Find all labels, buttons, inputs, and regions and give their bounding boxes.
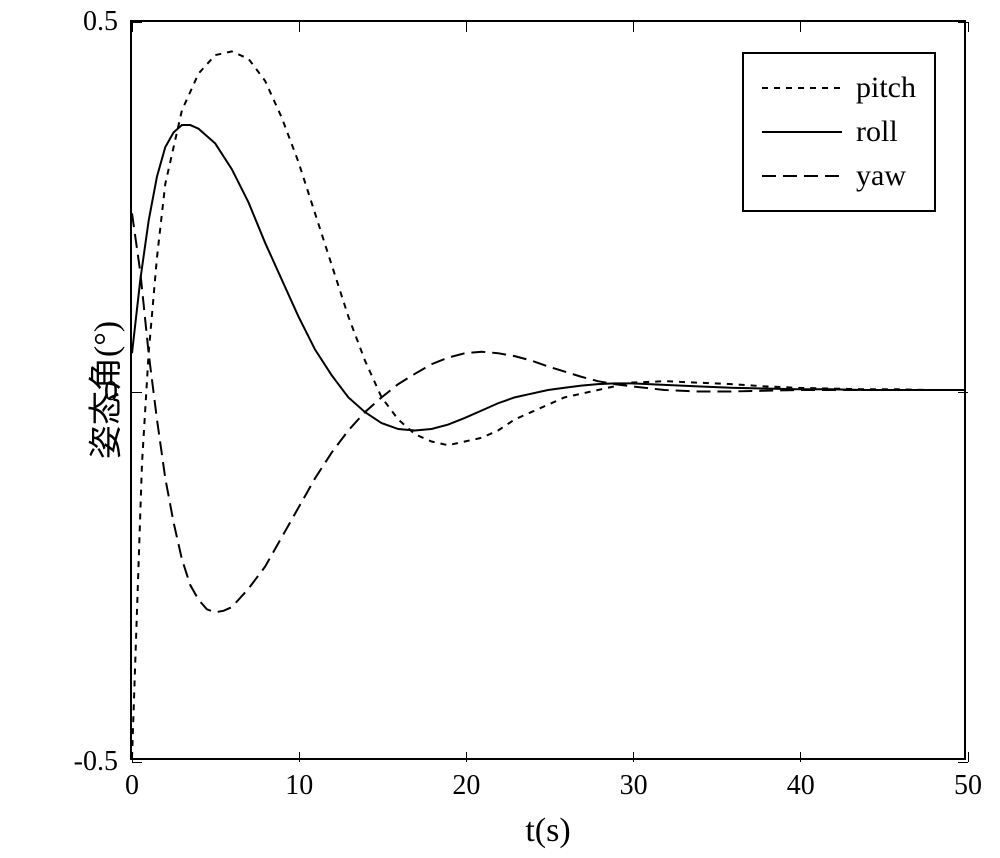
- x-tick: [132, 752, 133, 762]
- legend-swatch: [762, 120, 842, 144]
- attitude-chart: 姿态角(°) t(s) pitchrollyaw 01020304050-0.5…: [0, 0, 1000, 858]
- legend: pitch roll yaw: [742, 52, 936, 212]
- y-tick: [958, 762, 968, 763]
- x-tick: [132, 22, 133, 32]
- x-tick: [299, 752, 300, 762]
- legend-swatch: [762, 164, 842, 188]
- legend-row-roll: roll: [762, 110, 916, 154]
- x-tick-label: 50: [954, 770, 982, 802]
- x-tick: [633, 752, 634, 762]
- y-tick: [958, 392, 968, 393]
- y-tick: [132, 392, 142, 393]
- x-tick-label: 10: [285, 770, 313, 802]
- legend-label: pitch: [856, 71, 916, 105]
- x-tick-label: 40: [787, 770, 815, 802]
- y-tick: [958, 22, 968, 23]
- x-tick: [633, 22, 634, 32]
- x-tick-label: 30: [620, 770, 648, 802]
- y-tick: [132, 762, 142, 763]
- legend-swatch: [762, 76, 842, 100]
- series-yaw: [132, 213, 964, 612]
- x-tick: [466, 752, 467, 762]
- x-tick: [466, 22, 467, 32]
- legend-label: yaw: [856, 159, 906, 193]
- legend-row-yaw: yaw: [762, 154, 916, 198]
- x-tick: [800, 752, 801, 762]
- x-tick: [968, 752, 969, 762]
- legend-label: roll: [856, 115, 898, 149]
- y-tick-label: -0.5: [74, 746, 118, 778]
- y-tick: [132, 22, 142, 23]
- x-tick: [299, 22, 300, 32]
- y-tick-label: 0.5: [83, 6, 118, 38]
- y-tick-label: 0: [104, 376, 118, 408]
- legend-row-pitch: pitch: [762, 66, 916, 110]
- plot-area: 姿态角(°) t(s) pitchrollyaw 01020304050-0.5…: [130, 20, 966, 760]
- x-tick: [968, 22, 969, 32]
- x-tick: [800, 22, 801, 32]
- x-axis-label: t(s): [525, 812, 570, 850]
- x-tick-label: 0: [125, 770, 139, 802]
- x-tick-label: 20: [452, 770, 480, 802]
